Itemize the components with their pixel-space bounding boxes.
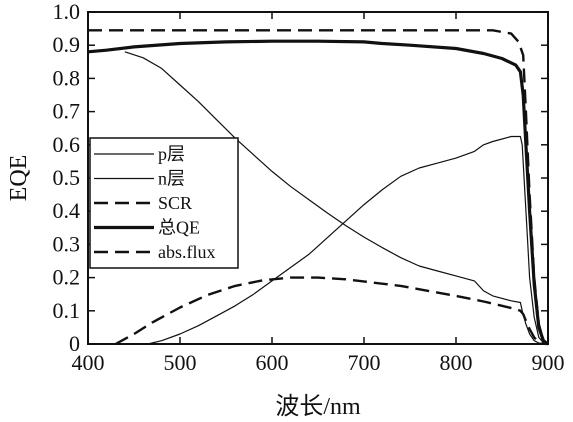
series-line-0 [124,51,549,345]
x-tick-label: 800 [440,350,473,375]
legend-label: 总QE [158,218,200,238]
series-layer [87,29,549,346]
legend-box [89,137,239,269]
legend: p层 n层 SCR 总QE abs.flux [89,137,239,269]
y-tick-label: 0 [69,331,80,356]
y-tick-label: 0.9 [53,32,81,57]
y-tick-label: 0.8 [53,65,81,90]
series-line-2 [88,29,549,345]
legend-label: abs.flux [158,242,216,262]
series-line-4 [115,276,549,346]
y-tick-label: 0.5 [53,165,81,190]
y-axis-label: EQE [6,155,32,202]
series-line-3 [87,39,549,346]
x-tick-label: 900 [532,350,565,375]
x-tick-label: 400 [72,350,105,375]
x-tick-label: 700 [348,350,381,375]
y-tick-label: 0.7 [53,99,81,124]
y-tick-label: 0.6 [53,132,81,157]
y-tick-label: 0.3 [53,231,81,256]
y-tick-label: 0.1 [53,298,81,323]
legend-label: n层 [158,169,185,189]
y-tick-label: 0.2 [53,265,81,290]
legend-label: p层 [158,144,185,164]
series-line-1 [147,135,549,345]
x-tick-label: 500 [164,350,197,375]
x-tick-label: 600 [256,350,289,375]
y-tick-label: 1.0 [53,0,81,24]
legend-label: SCR [158,193,192,213]
x-axis-label: 波长/nm [275,393,361,420]
y-tick-label: 0.4 [53,198,81,223]
ticks-layer: 400 500 600 700 800 900 0 0.1 0.2 0.3 0.4 0.5 0.6 0.7… [53,0,565,375]
